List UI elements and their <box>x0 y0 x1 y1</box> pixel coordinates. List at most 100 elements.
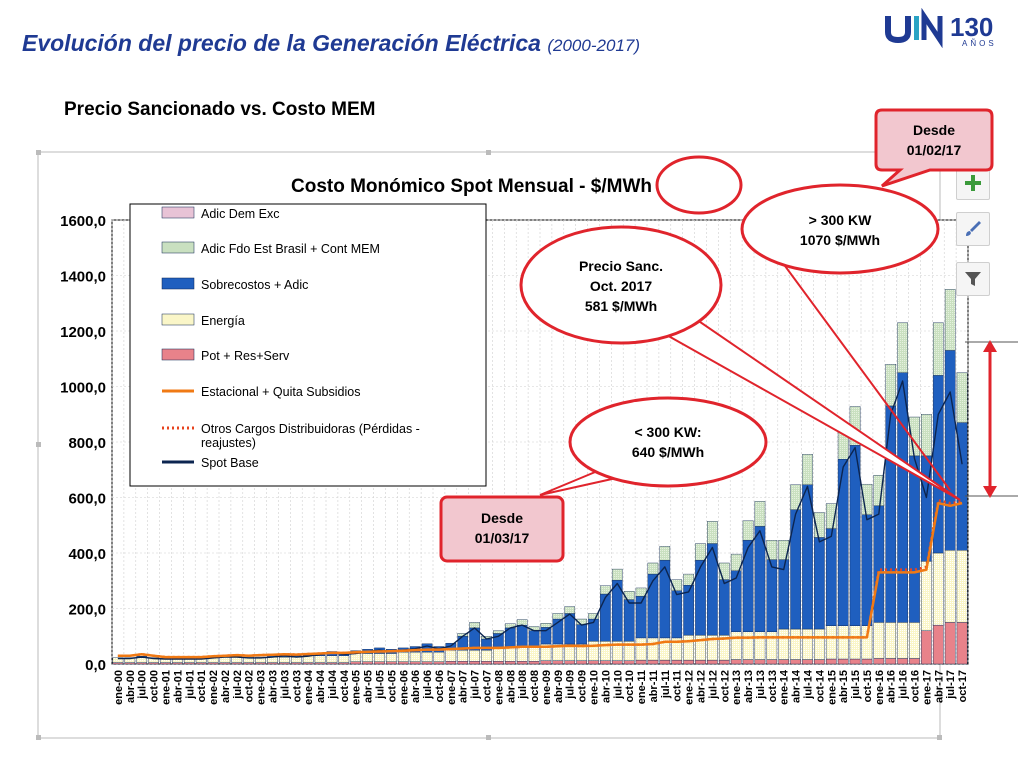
callout-gt300-line1: > 300 KW <box>752 210 928 230</box>
bar-pot-res-serv <box>267 663 277 664</box>
x-tick-label: abr-09 <box>553 670 565 703</box>
x-tick-label: oct-15 <box>862 670 874 702</box>
legend-swatch <box>162 314 194 325</box>
x-tick-label: jul-02 <box>232 670 244 700</box>
legend-swatch <box>162 278 194 289</box>
bar-energ-a <box>874 622 884 658</box>
bar-energ-a <box>362 653 372 661</box>
bar-pot-res-serv <box>386 662 396 664</box>
x-tick-label: oct-13 <box>767 670 779 702</box>
bar-pot-res-serv <box>481 661 491 664</box>
y-tick-label: 1200,0 <box>60 324 106 341</box>
brush-icon <box>963 219 983 239</box>
x-tick-label: abr-13 <box>743 670 755 703</box>
bar-energ-a <box>767 632 777 660</box>
bar-energ-a <box>743 632 753 660</box>
x-tick-label: abr-16 <box>886 670 898 703</box>
bar-pot-res-serv <box>933 625 943 664</box>
legend-label: Sobrecostos + Adic <box>201 278 308 292</box>
bar-energ-a <box>469 650 479 661</box>
bar-pot-res-serv <box>909 658 919 664</box>
bar-energ-a <box>826 626 836 659</box>
bar-energ-a <box>683 635 693 660</box>
x-tick-label: ene-05 <box>351 670 363 705</box>
x-tick-label: abr-15 <box>838 670 850 703</box>
bar-pot-res-serv <box>802 660 812 664</box>
x-tick-label: oct-00 <box>149 670 161 702</box>
bar-energ-a <box>921 561 931 630</box>
legend-label: Otros Cargos Distribuidoras (Pérdidas - <box>201 422 420 436</box>
bar-pot-res-serv <box>327 663 337 664</box>
bar-pot-res-serv <box>244 663 254 664</box>
chart-filters-button[interactable] <box>956 262 990 296</box>
bar-sobrecostos-adic <box>862 515 872 626</box>
x-tick-label: abr-17 <box>933 670 945 703</box>
chart-styles-button[interactable] <box>956 212 990 246</box>
x-tick-label: jul-13 <box>755 670 767 700</box>
bar-sobrecostos-adic <box>648 574 658 638</box>
bar-energ-a <box>279 657 289 663</box>
bar-pot-res-serv <box>719 660 729 664</box>
bar-pot-res-serv <box>148 663 158 664</box>
bar-pot-res-serv <box>826 659 836 664</box>
bar-sobrecostos-adic <box>826 529 836 626</box>
bar-adic-fdo-est-brasil-cont-mem <box>897 323 907 373</box>
bar-pot-res-serv <box>731 660 741 664</box>
x-tick-label: oct-08 <box>529 670 541 702</box>
x-tick-label: jul-16 <box>898 670 910 700</box>
bar-pot-res-serv <box>743 660 753 664</box>
bar-energ-a <box>291 657 301 663</box>
bar-adic-fdo-est-brasil-cont-mem <box>707 521 717 543</box>
x-tick-label: abr-01 <box>172 670 184 703</box>
bar-pot-res-serv <box>660 660 670 664</box>
x-tick-label: abr-03 <box>268 670 280 703</box>
bar-pot-res-serv <box>410 662 420 664</box>
add-chart-element-button[interactable] <box>956 166 990 200</box>
bar-adic-fdo-est-brasil-cont-mem <box>565 607 575 614</box>
bar-pot-res-serv <box>755 660 765 664</box>
bar-pot-res-serv <box>493 661 503 664</box>
bar-adic-fdo-est-brasil-cont-mem <box>933 323 943 376</box>
bar-pot-res-serv <box>541 661 551 664</box>
bar-sobrecostos-adic <box>672 591 682 638</box>
bar-pot-res-serv <box>315 663 325 664</box>
bar-energ-a <box>636 638 646 660</box>
bar-pot-res-serv <box>814 660 824 664</box>
bar-sobrecostos-adic <box>909 456 919 623</box>
plus-icon <box>963 173 983 193</box>
bar-adic-fdo-est-brasil-cont-mem <box>541 623 551 627</box>
bar-energ-a <box>351 653 361 661</box>
callout-desde-0102-line1: Desde <box>878 120 990 140</box>
bar-pot-res-serv <box>220 663 230 664</box>
x-tick-label: ene-13 <box>731 670 743 705</box>
bar-pot-res-serv <box>469 661 479 664</box>
bar-adic-fdo-est-brasil-cont-mem <box>648 563 658 574</box>
callout-lt300-line1: < 300 KW: <box>580 422 756 442</box>
bar-sobrecostos-adic <box>576 625 586 644</box>
bar-pot-res-serv <box>600 661 610 664</box>
bar-pot-res-serv <box>672 660 682 664</box>
bar-pot-res-serv <box>398 662 408 664</box>
callout-precio-line3: 581 $/MWh <box>531 296 711 316</box>
x-tick-label: abr-14 <box>791 669 803 703</box>
legend-label: reajustes) <box>201 436 256 450</box>
callout-gt300: > 300 KW 1070 $/MWh <box>752 210 928 250</box>
x-tick-label: jul-00 <box>137 670 149 700</box>
chart-canvas: Costo Monómico Spot Mensual - $/MWh 0,02… <box>0 0 1024 768</box>
bar-pot-res-serv <box>767 660 777 664</box>
x-tick-label: abr-04 <box>315 669 327 703</box>
x-tick-label: oct-04 <box>339 669 351 702</box>
bar-pot-res-serv <box>137 663 147 664</box>
bar-pot-res-serv <box>458 661 468 664</box>
x-tick-label: ene-08 <box>493 670 505 705</box>
callout-desde-0102: Desde 01/02/17 <box>878 120 990 160</box>
bar-energ-a <box>481 650 491 661</box>
x-tick-label: jul-04 <box>327 669 339 700</box>
bar-energ-a <box>850 626 860 659</box>
x-tick-label: abr-02 <box>220 670 232 703</box>
bar-sobrecostos-adic <box>517 625 527 647</box>
x-tick-label: jul-14 <box>803 669 815 700</box>
x-tick-label: ene-17 <box>921 670 933 705</box>
callout-lt300-line2: 640 $/MWh <box>580 442 756 462</box>
bar-energ-a <box>374 653 384 661</box>
